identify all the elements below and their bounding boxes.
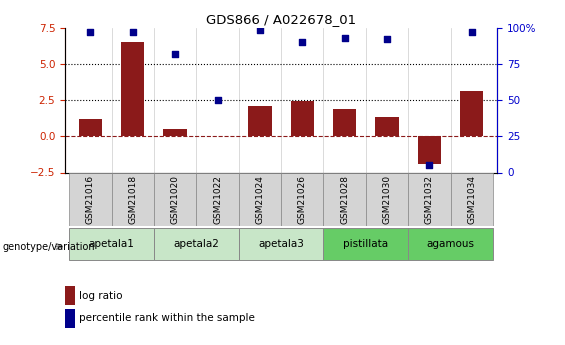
FancyBboxPatch shape xyxy=(238,228,323,260)
FancyBboxPatch shape xyxy=(197,172,238,226)
Text: pistillata: pistillata xyxy=(344,239,388,249)
FancyBboxPatch shape xyxy=(408,228,493,260)
Text: GSM21032: GSM21032 xyxy=(425,175,434,224)
FancyBboxPatch shape xyxy=(323,228,408,260)
FancyBboxPatch shape xyxy=(112,172,154,226)
FancyBboxPatch shape xyxy=(154,172,197,226)
Text: GSM21030: GSM21030 xyxy=(383,175,392,224)
FancyBboxPatch shape xyxy=(69,172,112,226)
Text: percentile rank within the sample: percentile rank within the sample xyxy=(79,313,255,323)
Point xyxy=(128,29,137,35)
FancyBboxPatch shape xyxy=(451,172,493,226)
Text: GSM21022: GSM21022 xyxy=(213,175,222,224)
Text: GSM21026: GSM21026 xyxy=(298,175,307,224)
Bar xyxy=(248,106,272,136)
Text: genotype/variation: genotype/variation xyxy=(3,242,95,252)
Text: agamous: agamous xyxy=(427,239,475,249)
Point xyxy=(213,97,222,103)
Text: GSM21024: GSM21024 xyxy=(255,175,264,224)
Point xyxy=(86,29,95,35)
Text: GSM21018: GSM21018 xyxy=(128,175,137,224)
Point xyxy=(425,162,434,168)
Point xyxy=(255,28,264,33)
Point xyxy=(467,29,476,35)
Point xyxy=(171,51,180,57)
FancyBboxPatch shape xyxy=(408,172,451,226)
FancyBboxPatch shape xyxy=(281,172,323,226)
Bar xyxy=(290,101,314,136)
Bar xyxy=(163,129,187,136)
Text: GSM21016: GSM21016 xyxy=(86,175,95,224)
FancyBboxPatch shape xyxy=(238,172,281,226)
Title: GDS866 / A022678_01: GDS866 / A022678_01 xyxy=(206,13,356,27)
Text: GSM21020: GSM21020 xyxy=(171,175,180,224)
Point xyxy=(383,37,392,42)
FancyBboxPatch shape xyxy=(154,228,238,260)
Bar xyxy=(333,109,357,136)
Point xyxy=(340,35,349,40)
Text: apetala2: apetala2 xyxy=(173,239,219,249)
Bar xyxy=(121,42,145,136)
Text: apetala1: apetala1 xyxy=(89,239,134,249)
Text: log ratio: log ratio xyxy=(79,291,123,300)
FancyBboxPatch shape xyxy=(69,228,154,260)
Point xyxy=(298,39,307,45)
Text: apetala3: apetala3 xyxy=(258,239,304,249)
Text: GSM21034: GSM21034 xyxy=(467,175,476,224)
Bar xyxy=(79,119,102,136)
FancyBboxPatch shape xyxy=(323,172,366,226)
Bar xyxy=(375,117,399,136)
Bar xyxy=(460,91,484,136)
Text: GSM21028: GSM21028 xyxy=(340,175,349,224)
FancyBboxPatch shape xyxy=(366,172,408,226)
Bar xyxy=(418,136,441,164)
